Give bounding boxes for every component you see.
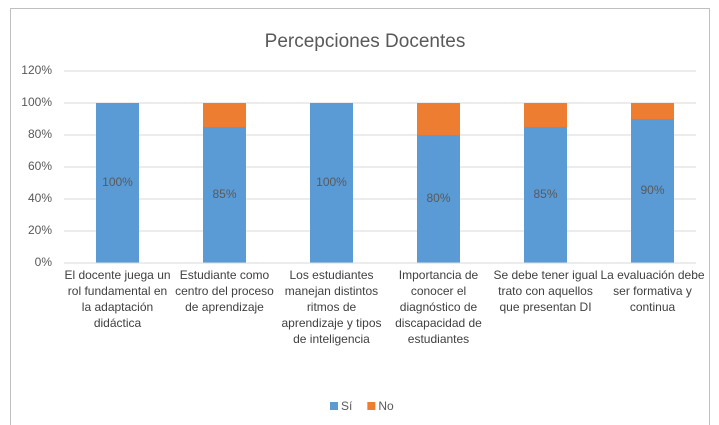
- data-label: 85%: [212, 187, 236, 201]
- legend-label: No: [378, 399, 394, 413]
- x-tick-label: Se debe tener igual trato con aquellos q…: [493, 268, 598, 314]
- chart-title: Percepciones Docentes: [265, 31, 466, 52]
- x-tick-label: La evaluación debe ser formativa y conti…: [600, 268, 705, 314]
- legend-label: Sí: [341, 399, 353, 413]
- data-label: 100%: [102, 175, 133, 189]
- data-label: 100%: [316, 175, 347, 189]
- bar-segment: [631, 103, 674, 119]
- y-tick-label: 60%: [28, 159, 52, 173]
- bar-segment: [524, 103, 567, 127]
- data-label: 90%: [640, 183, 664, 197]
- x-tick-label: El docente juega un rol fundamental en l…: [64, 268, 171, 330]
- y-tick-label: 40%: [28, 191, 52, 205]
- x-tick-label: Estudiante como centro del proceso de ap…: [175, 268, 274, 314]
- bar-segment: [96, 103, 139, 263]
- bar-segment: [417, 103, 460, 135]
- data-label: 80%: [426, 191, 450, 205]
- y-tick-label: 100%: [21, 95, 52, 109]
- bar-segment: [524, 127, 567, 263]
- bar-segment: [631, 119, 674, 263]
- y-tick-label: 20%: [28, 223, 52, 237]
- bar-segment: [203, 127, 246, 263]
- data-label: 85%: [533, 187, 557, 201]
- x-tick-label: Los estudiantes manejan distintos ritmos…: [281, 268, 382, 346]
- bar-segment: [417, 135, 460, 263]
- bar-segment: [203, 103, 246, 127]
- y-tick-label: 120%: [21, 63, 52, 77]
- y-tick-label: 80%: [28, 127, 52, 141]
- legend-swatch: [367, 402, 376, 410]
- x-tick-label: Importancia de conocer el diagnóstico de…: [395, 268, 482, 346]
- y-tick-label: 0%: [35, 255, 53, 269]
- legend-swatch: [330, 402, 338, 410]
- bar-segment: [310, 103, 353, 263]
